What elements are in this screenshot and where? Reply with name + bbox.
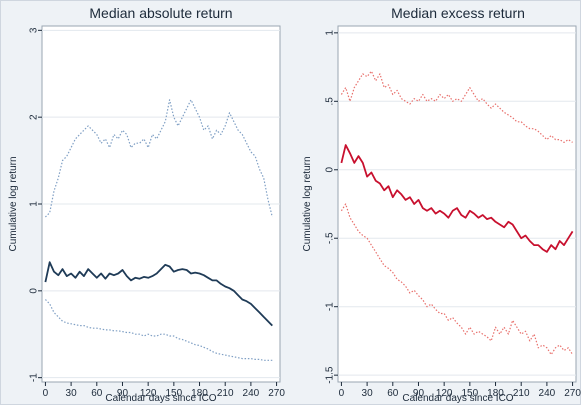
series-line-median [340,144,574,253]
x-tick-label: 0 [43,388,49,399]
x-tick-label: 0 [339,388,345,399]
x-tick-label: 120 [140,388,157,399]
plot-area [337,25,577,383]
chart-median-excess-return: Median excess return -1.5 -1 -.5 0 .5 1 0 30 60… [302,5,581,404]
y-tick-label: -1.5 [325,366,336,384]
y-axis-label: Cumulative log return [302,156,313,251]
series-line-upper-band [44,99,273,218]
x-tick-label: 30 [362,388,374,399]
x-tick-label: 90 [413,388,425,399]
y-tick-label: .5 [325,97,336,106]
x-tick-label: 240 [243,388,260,399]
x-tick-label: 210 [217,388,234,399]
x-axis-label: Calendar days since ICO [105,393,216,404]
x-tick-label: 270 [268,388,285,399]
series-line-lower-band [340,203,574,356]
y-tick-label: 3 [29,27,40,33]
x-axis-label: Calendar days since ICO [402,393,513,404]
x-tick-label: 270 [564,388,581,399]
chart-title: Median excess return [391,5,525,21]
x-tick-label: 210 [513,388,530,399]
x-tick-label: 90 [117,388,129,399]
y-tick-label: 1 [29,201,40,207]
y-tick-label: 0 [29,288,40,294]
series-line-median [44,261,273,327]
y-tick-label: -1 [325,302,336,311]
series-line-upper-band [340,70,573,143]
x-tick-label: 180 [191,388,208,399]
y-tick-label: 1 [325,30,336,36]
y-tick-label: -.5 [325,232,336,244]
x-tick-label: 150 [165,388,182,399]
x-tick-label: 120 [436,388,453,399]
y-tick-label: 2 [29,114,40,120]
chart-title: Median absolute return [89,5,232,21]
y-axis-label: Cumulative log return [8,156,19,251]
x-tick-label: 60 [91,388,103,399]
y-tick-label: -1 [29,373,40,382]
x-tick-label: 150 [461,388,478,399]
x-tick-label: 30 [66,388,78,399]
x-tick-label: 240 [539,388,556,399]
x-tick-label: 60 [387,388,399,399]
x-tick-label: 180 [487,388,504,399]
y-tick-label: 0 [325,167,336,173]
